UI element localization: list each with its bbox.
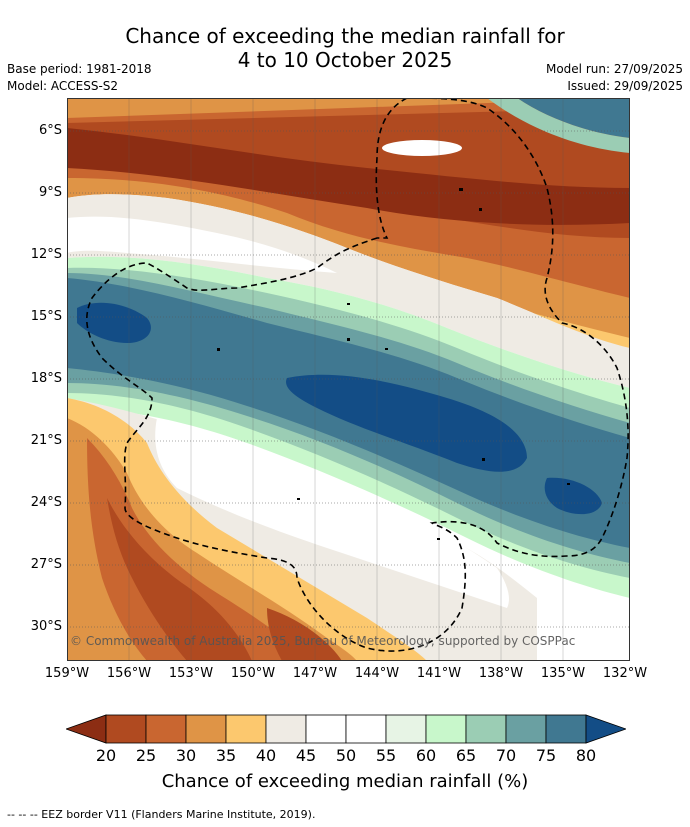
colorbar-bin xyxy=(305,714,347,744)
lon-label: 132°W xyxy=(602,666,648,681)
colorbar-bin xyxy=(145,714,187,744)
colorbar-bin xyxy=(545,714,587,744)
island-markers xyxy=(217,188,570,540)
map-meridians xyxy=(128,98,564,661)
colorbar-tick-label: 75 xyxy=(535,746,557,765)
lon-label: 159°W xyxy=(44,666,90,681)
white-patch-north xyxy=(382,140,462,156)
colorbar-tick-label: 70 xyxy=(495,746,517,765)
eez-border xyxy=(86,98,629,652)
colorbar-bin xyxy=(105,714,147,744)
copyright-notice: © Commonwealth of Australia 2025, Bureau… xyxy=(70,634,576,648)
model-run: Model run: 27/09/2025 xyxy=(545,62,683,76)
colorbar-tick-label: 80 xyxy=(575,746,597,765)
lat-label: 6°S xyxy=(38,123,62,138)
lat-label: 30°S xyxy=(30,619,62,634)
colorbar-tick-label: 55 xyxy=(375,746,397,765)
lon-label: 150°W xyxy=(230,666,276,681)
eez-footnote: -- -- -- EEZ border V11 (Flanders Marine… xyxy=(7,808,316,821)
lat-label: 9°S xyxy=(38,185,62,200)
lon-label: 138°W xyxy=(478,666,524,681)
wet-core-central xyxy=(286,374,527,472)
lon-label: 153°W xyxy=(168,666,214,681)
lon-label: 135°W xyxy=(540,666,586,681)
colorbar-tick-label: 50 xyxy=(335,746,357,765)
colorbar-tick-label: 35 xyxy=(215,746,237,765)
lat-label: 15°S xyxy=(30,309,62,324)
colorbar-bin xyxy=(385,714,427,744)
colorbar-arrow-low xyxy=(66,714,107,744)
wet-core-west xyxy=(77,302,151,343)
colorbar-tick-label: 65 xyxy=(455,746,477,765)
lon-label: 144°W xyxy=(354,666,400,681)
colorbar-tick-label: 40 xyxy=(255,746,277,765)
dry-southwest-patch-2 xyxy=(267,608,342,661)
colorbar-bin xyxy=(185,714,227,744)
colorbar-arrow-high xyxy=(585,714,626,744)
colorbar-bin xyxy=(465,714,507,744)
lon-label: 156°W xyxy=(106,666,152,681)
teal-corner-northeast xyxy=(487,98,630,153)
map-canvas xyxy=(67,98,630,661)
lon-label: 147°W xyxy=(292,666,338,681)
lat-label: 21°S xyxy=(30,433,62,448)
colorbar-tick-label: 30 xyxy=(175,746,197,765)
colorbar-title: Chance of exceeding median rainfall (%) xyxy=(161,771,529,792)
lat-label: 24°S xyxy=(30,495,62,510)
colorbar-bin xyxy=(225,714,267,744)
wet-core-east xyxy=(544,477,602,515)
issued-date: Issued: 29/09/2025 xyxy=(567,79,683,93)
colorbar-bin xyxy=(505,714,547,744)
map-title-line2: 4 to 10 October 2025 xyxy=(237,48,453,72)
lat-label: 27°S xyxy=(30,557,62,572)
colorbar-bin xyxy=(265,714,307,744)
colorbar-tick-label: 60 xyxy=(415,746,437,765)
map-gridlines xyxy=(67,130,630,628)
lon-label: 141°W xyxy=(416,666,462,681)
colorbar xyxy=(66,714,626,744)
dry-band-north-darkest xyxy=(67,128,630,225)
colorbar-bin xyxy=(345,714,387,744)
base-period: Base period: 1981-2018 xyxy=(7,62,152,76)
model-name: Model: ACCESS-S2 xyxy=(7,79,119,93)
lat-label: 12°S xyxy=(30,247,62,262)
colorbar-tick-label: 45 xyxy=(295,746,317,765)
rainfall-map: © Commonwealth of Australia 2025, Bureau… xyxy=(67,98,630,661)
white-neutral-patch xyxy=(67,216,337,273)
blue-corner-northeast xyxy=(517,98,630,138)
colorbar-tick-label: 20 xyxy=(95,746,117,765)
map-title-line1: Chance of exceeding the median rainfall … xyxy=(125,24,565,48)
colorbar-bin xyxy=(425,714,467,744)
dry-southwest-brown xyxy=(87,438,307,661)
dry-southwest-dark xyxy=(107,498,252,661)
white-band-south xyxy=(155,418,509,608)
colorbar-tick-label: 25 xyxy=(135,746,157,765)
lat-label: 18°S xyxy=(30,371,62,386)
